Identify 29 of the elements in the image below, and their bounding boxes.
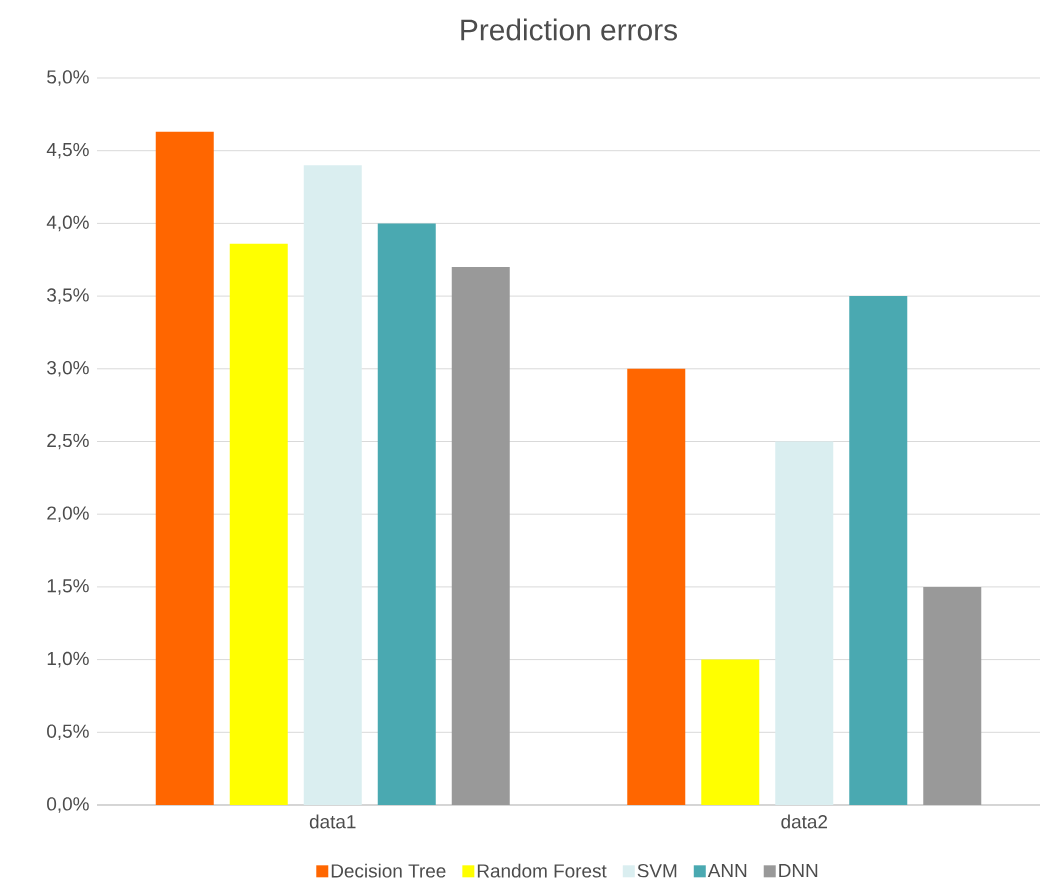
chart-title: Prediction errors xyxy=(461,18,677,41)
bar xyxy=(451,267,510,805)
y-tick-label: 4,0% xyxy=(46,215,89,232)
bar xyxy=(775,441,834,805)
bar xyxy=(303,165,362,805)
bar xyxy=(627,368,686,805)
legend-label: Random Forest xyxy=(477,863,607,878)
y-tick-label: 3,0% xyxy=(47,360,89,377)
bar xyxy=(155,131,214,805)
legend-label: Decision Tree xyxy=(331,863,446,878)
legend-label: DNN xyxy=(779,864,818,878)
y-tick-label: 3,5% xyxy=(47,288,89,304)
y-tick-label: 1,5% xyxy=(47,579,89,595)
x-tick-label: data1 xyxy=(309,814,356,829)
bar xyxy=(701,659,760,805)
bar xyxy=(923,586,982,805)
bar xyxy=(377,223,436,805)
legend-label: SVM xyxy=(637,863,677,878)
y-tick-label: 1,0% xyxy=(47,651,89,668)
bar xyxy=(849,296,908,805)
y-tick-label: 2,0% xyxy=(47,506,89,523)
y-tick-label: 0,5% xyxy=(47,724,89,741)
legend-label: ANN xyxy=(707,864,747,878)
y-tick-label: 0,0% xyxy=(47,797,89,813)
y-tick-label: 4,5% xyxy=(46,142,89,159)
x-tick-label: data2 xyxy=(781,814,827,829)
y-tick-label: 2,5% xyxy=(47,433,89,450)
bar xyxy=(229,243,288,805)
y-tick-label: 5,0% xyxy=(47,70,89,86)
